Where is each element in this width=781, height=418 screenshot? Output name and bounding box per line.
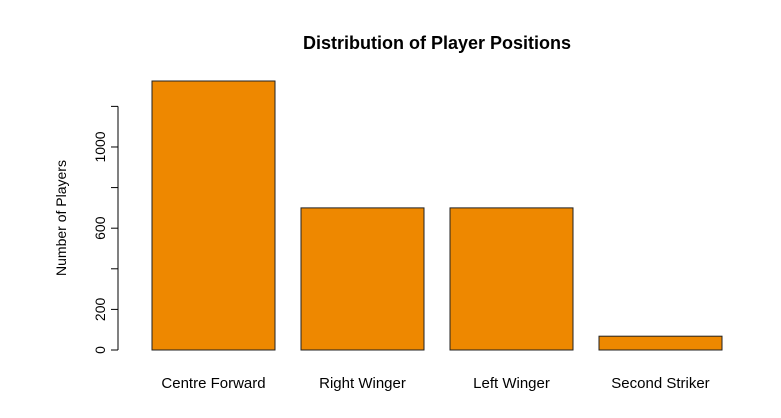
y-axis: 0 200 600 1000: [92, 105, 119, 354]
chart-title: Distribution of Player Positions: [303, 33, 571, 53]
bars-group: [151, 80, 723, 351]
y-axis-label: Number of Players: [53, 160, 69, 276]
y-tick-label: 600: [92, 216, 108, 240]
category-label: Centre Forward: [161, 375, 265, 392]
bar-left-winger: [449, 207, 574, 351]
bar-centre-forward: [151, 80, 276, 351]
category-label: Left Winger: [473, 375, 550, 392]
category-label: Right Winger: [319, 375, 406, 392]
category-label: Second Striker: [611, 375, 709, 392]
y-tick-label: 200: [92, 298, 108, 322]
bar-right-winger: [300, 207, 425, 351]
y-tick-label: 0: [92, 346, 108, 354]
category-labels: Centre Forward Right Winger Left Winger Sec…: [161, 375, 709, 392]
y-tick-label: 1000: [92, 131, 108, 162]
bar-second-striker: [598, 335, 723, 351]
